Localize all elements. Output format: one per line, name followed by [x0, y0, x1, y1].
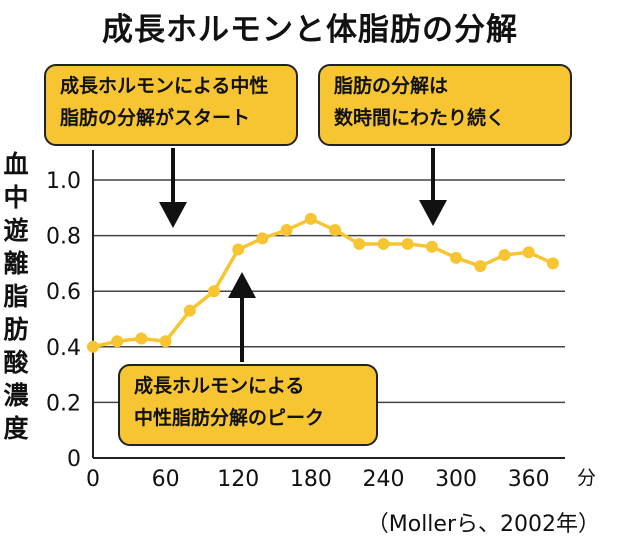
tick-labels: 0 0.2 0.4 0.6 0.8 1.0 0 60 120 180 240 300 360 分: [46, 169, 596, 492]
x-tick-label: 60: [152, 467, 180, 492]
data-point: [208, 285, 221, 298]
data-point: [401, 237, 414, 250]
y-tick-label: 0.4: [46, 336, 81, 361]
y-tick-label: 0: [67, 447, 81, 472]
y-axis-label: 血中遊離脂肪酸濃度: [2, 148, 30, 445]
chart-title: 成長ホルモンと体脂肪の分解: [102, 12, 518, 48]
y-axis-label-char: 血: [3, 150, 29, 179]
x-tick-label: 180: [290, 467, 332, 492]
data-point: [304, 212, 317, 225]
y-axis-label-char: 濃: [3, 381, 29, 410]
y-axis-label-char: 離: [3, 249, 29, 278]
y-axis-label-char: 脂: [3, 282, 29, 311]
y-tick-label: 0.6: [46, 280, 81, 305]
x-tick-label: 120: [217, 467, 259, 492]
axes: [92, 150, 565, 459]
callout-start: 成長ホルモンによる中性 脂肪の分解がスタート: [44, 64, 298, 146]
data-point: [183, 304, 196, 317]
callout-start-line2: 脂肪の分解がスタート: [60, 107, 251, 129]
data-point: [87, 340, 99, 353]
callout-peak-line2: 中性脂肪分解のピーク: [134, 407, 325, 429]
data-point: [425, 240, 438, 253]
data-point: [546, 257, 559, 270]
data-point: [450, 251, 463, 264]
callout-continue-line2: 数時間にわたり続く: [334, 107, 506, 129]
y-tick-label: 1.0: [46, 169, 81, 194]
arrows: [159, 148, 447, 362]
y-axis-label-char: 中: [3, 183, 29, 212]
data-point: [280, 224, 293, 237]
data-point: [522, 246, 535, 259]
data-point: [256, 232, 269, 245]
data-point: [135, 332, 148, 345]
x-tick-label: 300: [435, 467, 477, 492]
arrow-start-head: [159, 202, 187, 228]
data-point: [377, 237, 390, 250]
x-unit-label: 分: [577, 467, 596, 489]
data-point: [232, 243, 245, 256]
y-tick-label: 0.2: [46, 391, 81, 416]
data-point: [111, 335, 124, 348]
x-tick-label: 0: [86, 467, 100, 492]
y-axis-label-char: 度: [3, 414, 29, 443]
callout-peak: 成長ホルモンによる 中性脂肪分解のピーク: [118, 364, 378, 446]
y-axis-label-char: 酸: [3, 348, 29, 377]
data-series: [87, 212, 559, 353]
callout-continue-line1: 脂肪の分解は: [334, 75, 449, 97]
data-point: [474, 260, 487, 273]
y-tick-label: 0.8: [46, 225, 81, 250]
data-point: [329, 224, 342, 237]
data-point: [159, 335, 172, 348]
x-tick-label: 240: [362, 467, 404, 492]
y-axis-label-char: 肪: [3, 315, 29, 344]
callout-start-line1: 成長ホルモンによる中性: [60, 75, 269, 97]
series-line: [92, 217, 554, 349]
data-point: [498, 249, 511, 262]
y-axis-label-char: 遊: [3, 216, 29, 245]
x-tick-label: 360: [508, 467, 550, 492]
data-point: [353, 237, 366, 250]
source-note: （Mollerら、2002年）: [366, 512, 600, 537]
callout-continue: 脂肪の分解は 数時間にわたり続く: [318, 64, 572, 146]
arrow-peak-head: [228, 272, 256, 298]
callout-peak-line1: 成長ホルモンによる: [134, 375, 305, 397]
arrow-continue-head: [419, 200, 447, 226]
